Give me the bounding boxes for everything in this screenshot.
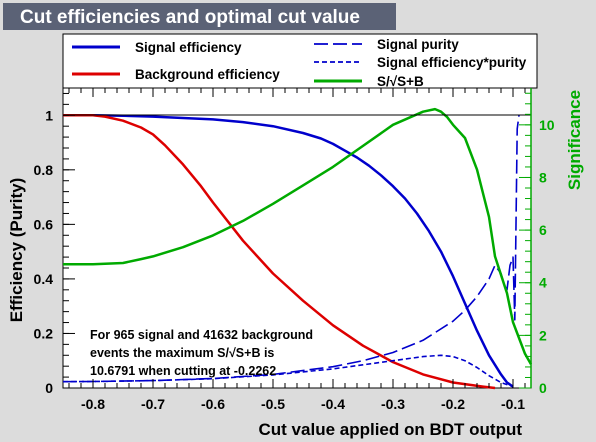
y2-tick-label: 0 [539, 380, 547, 396]
x-tick-label: -0.2 [441, 396, 465, 412]
x-axis-title: Cut value applied on BDT output [259, 420, 523, 439]
y2-axis-title: Significance [565, 90, 584, 190]
legend-label: Signal efficiency*purity [377, 55, 527, 70]
y-tick-label: 0.4 [34, 271, 54, 287]
y-tick-label: 0.6 [34, 216, 54, 232]
legend-label: Signal efficiency [135, 40, 242, 55]
x-tick-label: -0.7 [141, 396, 165, 412]
series-layer [62, 107, 533, 390]
y-tick-label: 0 [45, 380, 53, 396]
annotation-line-2: events the maximum S/√S+B is [90, 346, 274, 360]
series-line-0 [63, 114, 514, 388]
series-line-4 [63, 107, 533, 365]
y2-tick-label: 6 [539, 222, 547, 238]
x-tick-label: -0.4 [321, 396, 345, 412]
legend-label: S/√S+B [377, 74, 424, 89]
y-tick-label: 1 [45, 107, 53, 123]
legend-label: Background efficiency [135, 67, 280, 82]
y2-tick-label: 2 [539, 327, 547, 343]
y2-tick-label: 4 [539, 275, 547, 291]
legend-label: Signal purity [377, 37, 459, 52]
legend-box [62, 33, 538, 89]
title-box [3, 3, 396, 30]
x-tick-label: -0.3 [381, 396, 405, 412]
plot-area [62, 87, 532, 389]
annotation-line-3: 10.6791 when cutting at -0.2262 [90, 364, 276, 378]
series-line-1 [63, 114, 496, 390]
y-tick-label: 0.8 [34, 162, 54, 178]
annotation-line-1: For 965 signal and 41632 background [90, 328, 313, 342]
y-axis-title: Efficiency (Purity) [7, 178, 26, 323]
series-line-3 [62, 354, 514, 388]
series-line-2 [62, 115, 520, 383]
x-tick-label: -0.6 [201, 396, 225, 412]
chart-title: Cut efficiencies and optimal cut value [20, 7, 360, 28]
y-tick-label: 0.2 [34, 325, 54, 341]
x-tick-label: -0.5 [261, 396, 285, 412]
y2-tick-label: 10 [539, 117, 555, 133]
x-tick-label: -0.8 [81, 396, 105, 412]
axes-layer: -0.8 -0.7 -0.6 -0.5 -0.4 -0.3 -0.2 -0.1 0 0.2 0.4 0… [34, 88, 555, 412]
y2-tick-label: 8 [539, 169, 547, 185]
legend: Signal efficiency Background efficiency Si… [72, 37, 527, 89]
x-tick-label: -0.1 [501, 396, 525, 412]
